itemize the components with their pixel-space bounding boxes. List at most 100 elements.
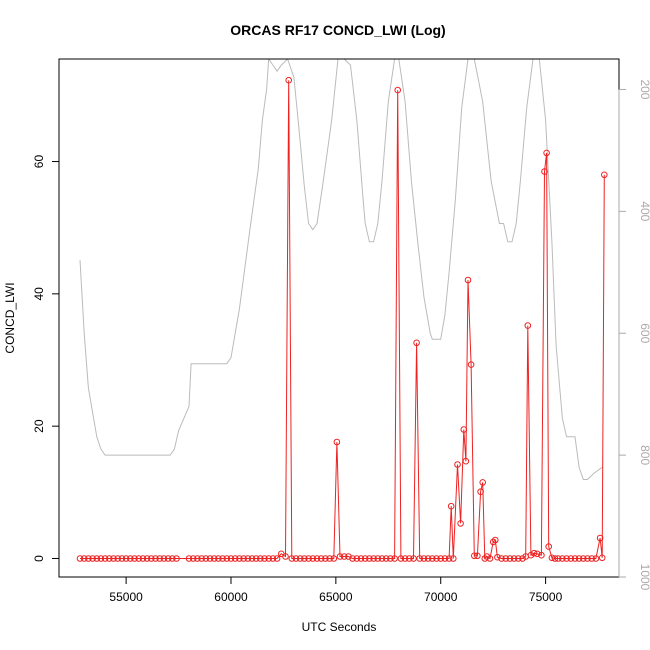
concd-point	[486, 555, 494, 562]
concd-point	[198, 555, 205, 562]
concd-point	[580, 555, 587, 562]
concd-point	[533, 550, 541, 558]
concd-point	[206, 555, 214, 562]
concd-point	[410, 555, 417, 562]
concd-point	[397, 555, 405, 562]
concd-point	[114, 555, 121, 562]
x-axis-label: UTC Seconds	[302, 620, 377, 634]
concd-point	[474, 552, 481, 560]
concd-point	[413, 339, 420, 347]
concd-point	[76, 555, 84, 562]
concd-point	[596, 534, 604, 542]
concd-point	[506, 555, 514, 562]
concd-point	[244, 555, 252, 562]
concd-point	[401, 555, 409, 562]
concd-point	[391, 555, 398, 562]
x-tick-label: 75000	[529, 590, 563, 604]
concd-point	[288, 555, 296, 562]
concd-point	[584, 555, 591, 562]
concd-point	[231, 555, 239, 562]
concd-point	[156, 555, 163, 562]
concd-point	[394, 86, 402, 94]
concd-point	[326, 555, 333, 562]
concd-point	[110, 555, 117, 562]
concd-point	[554, 555, 562, 562]
concd-point	[370, 555, 377, 562]
concd-point	[296, 555, 304, 562]
concd-point	[492, 536, 499, 544]
concd-point	[227, 555, 235, 562]
concd-point	[173, 555, 180, 562]
concd-point	[445, 555, 453, 562]
concd-point	[143, 555, 151, 562]
concd-point	[97, 555, 105, 562]
chart-title: ORCAS RF17 CONCD_LWI (Log)	[230, 22, 445, 38]
concd-point	[152, 555, 159, 562]
concd-point	[80, 555, 88, 562]
concd-point	[429, 555, 436, 562]
concd-point	[210, 555, 218, 562]
concd-point	[106, 555, 113, 562]
concd-point	[489, 538, 497, 546]
concd-point	[317, 555, 325, 562]
concd-point	[139, 555, 147, 562]
concd-point	[185, 555, 193, 562]
concd-point	[437, 555, 445, 562]
y2-tick-label: 1000	[638, 564, 650, 591]
concd-point	[336, 553, 344, 560]
concd-point	[257, 555, 264, 562]
concd-point	[515, 555, 522, 562]
y2-tick-label: 600	[638, 323, 650, 343]
concd-point	[122, 555, 130, 562]
concd-point	[160, 555, 168, 562]
concd-point	[322, 555, 329, 562]
concd-point	[382, 555, 390, 562]
concd-point	[592, 555, 600, 562]
concd-point	[563, 555, 570, 562]
concd-point	[406, 555, 413, 562]
y-tick-label: 20	[32, 419, 46, 433]
concd-point	[387, 555, 394, 562]
concd-point	[89, 555, 96, 562]
concd-point	[548, 554, 556, 562]
concd-point	[424, 555, 432, 562]
concd-point	[462, 457, 470, 465]
concd-point	[374, 555, 382, 562]
y2-tick-label: 800	[638, 445, 650, 465]
plot-area	[76, 59, 608, 562]
concd-point	[223, 555, 231, 562]
pressure-series-line	[79, 59, 603, 480]
concd-point	[101, 555, 109, 562]
concd-point	[169, 555, 176, 562]
concd-point	[135, 555, 142, 562]
concd-point	[457, 520, 464, 527]
concd-point	[240, 555, 247, 562]
concd-point	[219, 555, 226, 562]
concd-point	[333, 438, 341, 446]
concd-point	[575, 555, 583, 562]
concd-point	[524, 322, 532, 329]
concd-point	[477, 488, 484, 496]
x-tick-label: 65000	[319, 590, 353, 604]
y2-tick-label: 200	[638, 79, 650, 99]
concd-point	[559, 555, 566, 562]
x-tick-label: 55000	[109, 590, 143, 604]
concd-point	[361, 555, 369, 562]
concd-point	[530, 549, 538, 557]
concd-point	[441, 555, 449, 562]
concd-point	[189, 555, 197, 562]
concd-point	[366, 555, 373, 562]
concd-point	[330, 555, 338, 562]
concd-point	[85, 555, 92, 562]
concd-point	[543, 149, 550, 157]
concd-point	[194, 555, 201, 562]
concd-point	[601, 171, 608, 179]
concd-point	[502, 555, 510, 562]
concd-point	[127, 555, 134, 562]
concd-point	[269, 555, 277, 562]
concd-point	[498, 555, 505, 562]
concd-point	[378, 555, 386, 562]
concd-point	[450, 555, 457, 562]
concd-series-line	[80, 80, 605, 560]
